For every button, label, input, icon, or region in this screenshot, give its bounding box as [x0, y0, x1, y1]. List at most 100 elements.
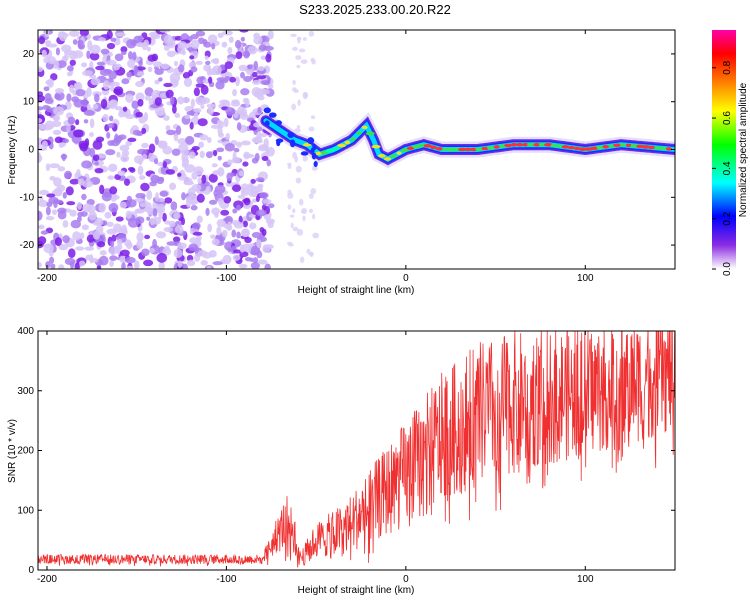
spectrogram-noise-blob: [256, 239, 262, 248]
spectrogram-noise-blob: [156, 252, 168, 263]
spectrogram-noise-blob: [96, 61, 106, 66]
spectrogram-noise-blob: [169, 182, 177, 191]
spectrogram-noise-blob: [235, 51, 243, 60]
spectrogram-noise-blob: [77, 39, 84, 49]
spectrogram-noise-blob: [95, 136, 105, 143]
spectrogram-noise-blob: [72, 129, 84, 138]
spectrogram-ridge-hotspot: [659, 146, 667, 151]
spectrogram-noise-blob: [110, 84, 115, 92]
spectrogram-ridge-hotspot: [400, 148, 409, 152]
spectrogram-noise-blob: [106, 221, 114, 227]
spectrogram-noise-blob: [237, 194, 246, 199]
spectrogram-noise-blob: [121, 78, 130, 85]
x-tick-label: -200: [37, 273, 57, 284]
spectrogram-noise-blob: [239, 111, 246, 117]
spectrogram-noise-blob: [170, 201, 178, 211]
spectrogram-ridge-hotspot: [430, 145, 437, 150]
spectrogram-ridge-hotspot: [396, 151, 402, 155]
spectrogram-noise-blob: [156, 176, 165, 185]
spectrogram-noise-blob: [127, 137, 137, 143]
spectrogram-noise-blob: [99, 184, 105, 195]
spectrogram-noise-blob: [162, 161, 168, 168]
spectrogram-noise-blob: [163, 44, 170, 51]
spectrogram-noise-blob: [174, 112, 181, 118]
spectrogram-noise-blob: [135, 216, 145, 224]
spectrogram-noise-blob: [217, 197, 224, 205]
spectrogram-noise-blob: [125, 210, 133, 219]
spectrogram-noise-blob: [181, 157, 190, 167]
spectrogram-noise-blob: [247, 45, 258, 55]
spectrogram-noise-blob: [173, 60, 179, 67]
spectrogram-noise-blob: [162, 247, 172, 256]
spectrogram-noise-blob: [302, 155, 308, 162]
spectrogram-noise-blob: [47, 43, 58, 48]
spectrogram-noise-blob: [201, 174, 207, 184]
spectrogram-noise-blob: [236, 204, 241, 211]
spectrogram-noise-blob: [127, 59, 135, 68]
spectrogram-noise-blob: [217, 32, 224, 39]
spectrogram-noise-blob: [166, 50, 176, 58]
spectrogram-noise-blob: [208, 249, 217, 258]
spectrogram-noise-blob: [109, 260, 114, 268]
spectrogram-noise-blob: [232, 208, 238, 214]
spectrogram-noise-blob: [162, 212, 167, 222]
spectrogram-noise-blob: [229, 76, 237, 83]
spectrogram-noise-blob: [234, 39, 242, 49]
spectrogram-noise-blob: [223, 217, 232, 222]
spectrogram-noise-blob: [311, 59, 316, 65]
spectrogram-noise-blob: [106, 132, 111, 139]
spectrogram-ridge-blob: [276, 139, 281, 147]
spectrogram-noise-blob: [194, 253, 201, 262]
spectrogram-noise-blob: [54, 187, 63, 197]
spectrogram-noise-blob: [46, 201, 53, 208]
spectrogram-ridge-hotspot: [361, 125, 368, 130]
snr-series-line: [38, 331, 675, 568]
spectrogram-noise-blob: [131, 100, 139, 110]
spectrogram-noise-blob: [258, 88, 270, 95]
spectrogram-noise-blob: [243, 50, 250, 59]
spectrogram-noise-blob: [308, 126, 315, 132]
spectrogram-ylabel: Frequency (Hz): [7, 116, 18, 185]
spectrogram-noise-blob: [121, 224, 128, 235]
spectrogram-noise-blob: [238, 263, 248, 269]
spectrogram-noise-blob: [43, 86, 50, 92]
spectrogram-noise-blob: [135, 208, 142, 214]
spectrogram-noise-blob: [163, 115, 170, 121]
spectrogram-noise-blob: [251, 157, 259, 164]
spectrogram-noise-blob: [115, 32, 126, 37]
spectrogram-noise-blob: [61, 153, 66, 162]
spectrogram-noise-blob: [173, 212, 181, 220]
spectrogram-noise-blob: [49, 256, 55, 264]
spectrogram-noise-blob: [292, 46, 298, 51]
spectrogram-noise-blob: [44, 92, 52, 101]
spectrogram-noise-blob: [78, 140, 89, 150]
spectrogram-noise-blob: [176, 125, 182, 135]
spectrogram-noise-blob: [110, 196, 117, 202]
spectrogram-noise-blob: [296, 64, 301, 69]
y-tick-label: -20: [20, 240, 35, 251]
spectrogram-noise-blob: [231, 156, 241, 164]
spectrogram-noise-blob: [97, 241, 106, 248]
spectrogram-noise-blob: [75, 246, 85, 251]
spectrogram-ridge-hotspot: [567, 145, 575, 150]
spectrogram-noise-blob: [100, 98, 108, 109]
spectrogram-ridge-hotspot: [365, 131, 375, 136]
spectrogram-noise-blob: [177, 44, 185, 55]
spectrogram-noise-blob: [181, 192, 186, 201]
spectrogram-noise-blob: [135, 92, 145, 102]
spectrogram-noise-blob: [257, 95, 265, 101]
spectrogram-noise-blob: [240, 140, 251, 146]
spectrogram-noise-blob: [46, 106, 52, 113]
spectrogram-noise-blob: [262, 244, 271, 253]
spectrogram-noise-blob: [72, 39, 78, 45]
spectrogram-ridge-hotspot: [423, 143, 432, 148]
spectrogram-noise-blob: [38, 152, 42, 163]
y-tick-label: 10: [23, 97, 35, 108]
spectrogram-noise-blob: [45, 163, 51, 171]
spectrogram-noise-blob: [53, 106, 65, 116]
spectrogram-noise-blob: [197, 118, 208, 127]
spectrogram-noise-blob: [200, 84, 209, 95]
spectrogram-noise-blob: [258, 44, 267, 52]
spectrogram-noise-blob: [139, 202, 148, 208]
spectrogram-ridge-blob: [287, 131, 295, 139]
